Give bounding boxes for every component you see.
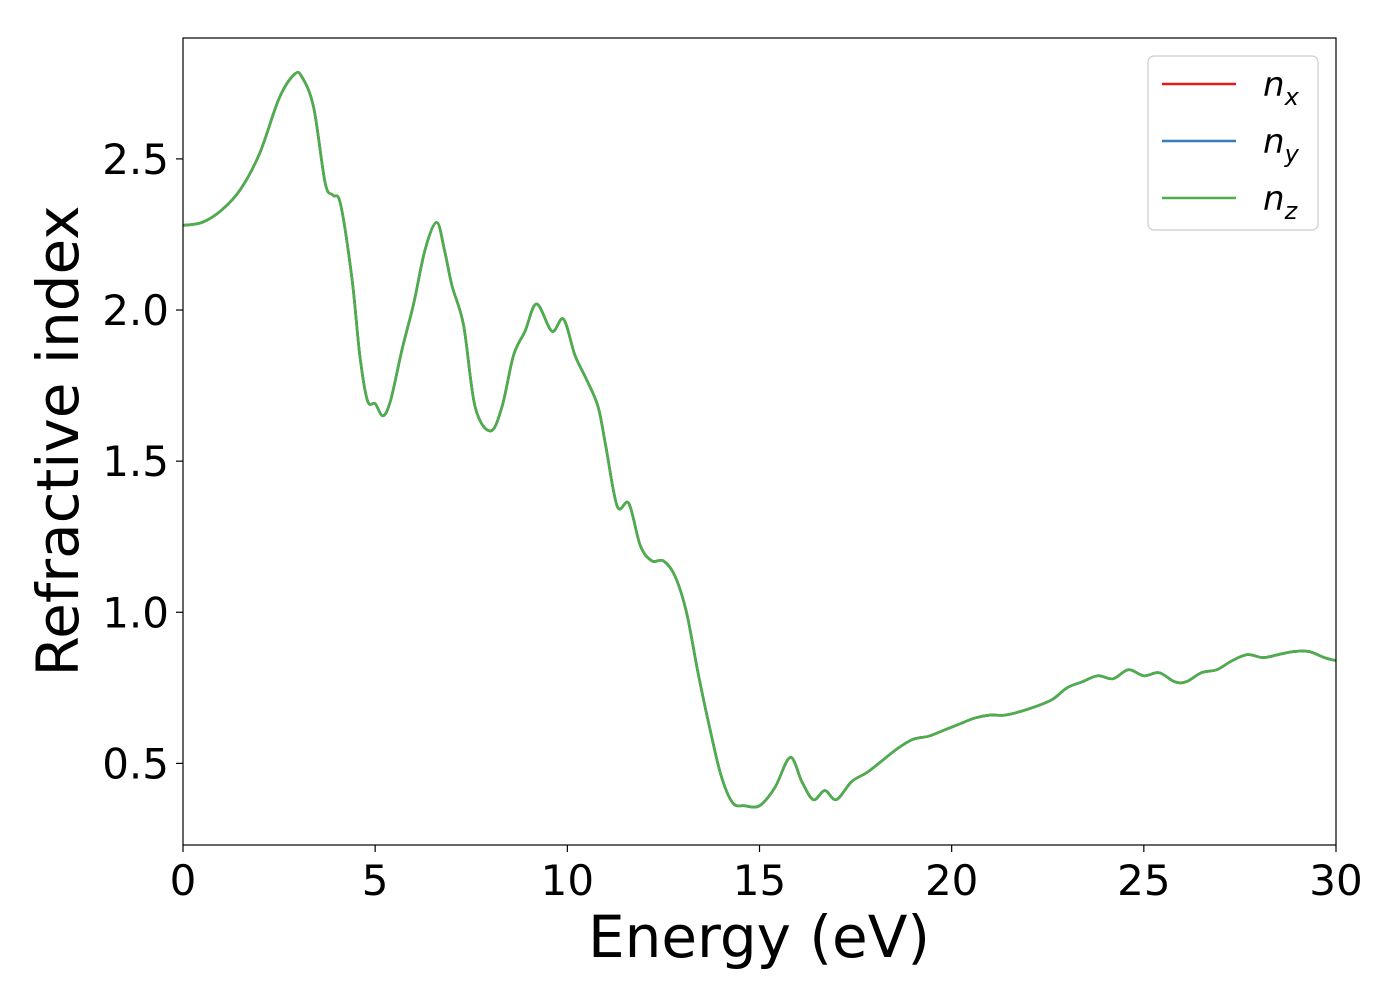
legend-label-base: n [1263, 122, 1285, 162]
legend-box [1147, 55, 1319, 231]
legend-label-base: n [1263, 65, 1285, 105]
legend-label-ny: ny [1263, 122, 1300, 168]
x-tick-label: 0 [170, 856, 197, 905]
y-tick-label: 1.5 [102, 437, 169, 486]
y-axis-label: Refractive index [24, 205, 92, 676]
y-tick-label: 2.5 [102, 135, 169, 184]
legend-label-subscript: y [1284, 140, 1300, 168]
legend-label-base: n [1263, 179, 1285, 219]
y-tick-label: 2.0 [102, 286, 169, 335]
x-tick-label: 15 [733, 856, 786, 905]
x-axis-label: Energy (eV) [588, 903, 930, 971]
x-tick-label: 20 [925, 856, 978, 905]
x-tick-label: 10 [541, 856, 594, 905]
x-axis-ticks: 0 5 10 15 20 25 30 [170, 845, 1363, 905]
x-tick-label: 25 [1117, 856, 1170, 905]
y-tick-label: 0.5 [102, 739, 169, 788]
y-axis-ticks: 0.5 1.0 1.5 2.0 2.5 [102, 135, 183, 788]
x-tick-label: 5 [362, 856, 389, 905]
legend-label-subscript: x [1284, 83, 1300, 111]
legend-label-nz: nz [1263, 179, 1299, 225]
series-line-nz [183, 70, 1336, 809]
x-tick-label: 30 [1309, 856, 1362, 905]
legend-label-subscript: z [1284, 197, 1299, 225]
legend-label-nx: nx [1263, 65, 1300, 111]
y-tick-label: 1.0 [102, 588, 169, 637]
plot-area [183, 70, 1336, 809]
